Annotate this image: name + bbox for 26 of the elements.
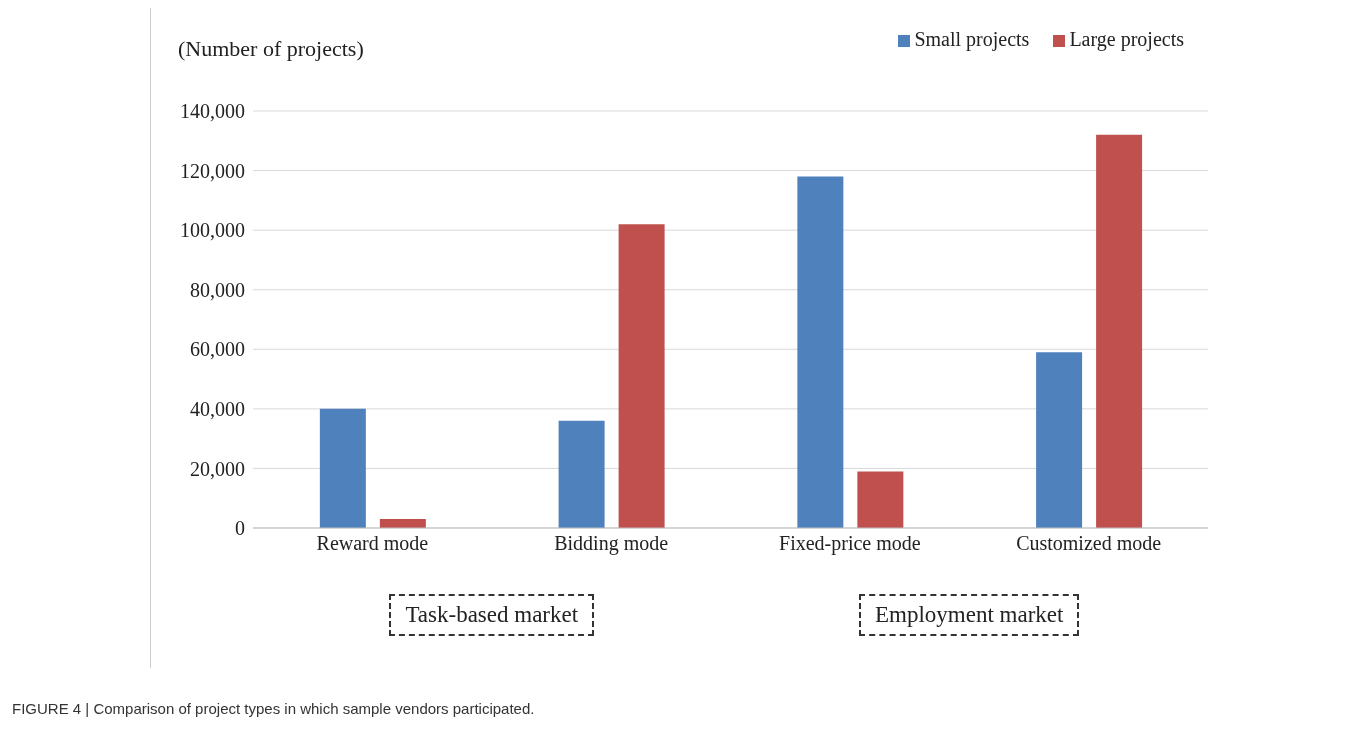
bar — [1096, 134, 1143, 528]
y-tick-label: 40,000 — [190, 397, 245, 420]
text: Employment market — [859, 594, 1080, 636]
bar — [558, 420, 605, 528]
x-tick-label: Reward mode — [316, 532, 429, 555]
legend-label: Small projects — [914, 28, 1030, 50]
y-tick-label: 140,000 — [180, 100, 245, 123]
y-tick-label: 60,000 — [190, 338, 245, 361]
bar — [1036, 352, 1083, 528]
y-tick-label: 80,000 — [190, 278, 245, 301]
bar — [797, 176, 844, 528]
legend-label: Large projects — [1069, 28, 1184, 50]
caption: FIGURE 4 | Comparison of project types in which sample vendors participated. — [12, 700, 535, 717]
x-tick-label: Bidding mode — [554, 532, 669, 556]
text: Task-based market — [389, 594, 595, 636]
y-axis-title: (Number of projects) — [178, 36, 364, 62]
x-tick-label: Fixed-price mode — [779, 532, 921, 556]
bar — [857, 471, 904, 528]
bar — [379, 519, 426, 528]
x-tick-label: Customized mode — [1016, 532, 1162, 555]
y-tick-label: 120,000 — [180, 159, 245, 182]
y-tick-label: 0 — [235, 517, 245, 540]
y-tick-label: 100,000 — [180, 219, 245, 242]
bar — [618, 224, 665, 528]
y-tick-label: 20,000 — [190, 457, 245, 480]
bar — [319, 408, 366, 528]
